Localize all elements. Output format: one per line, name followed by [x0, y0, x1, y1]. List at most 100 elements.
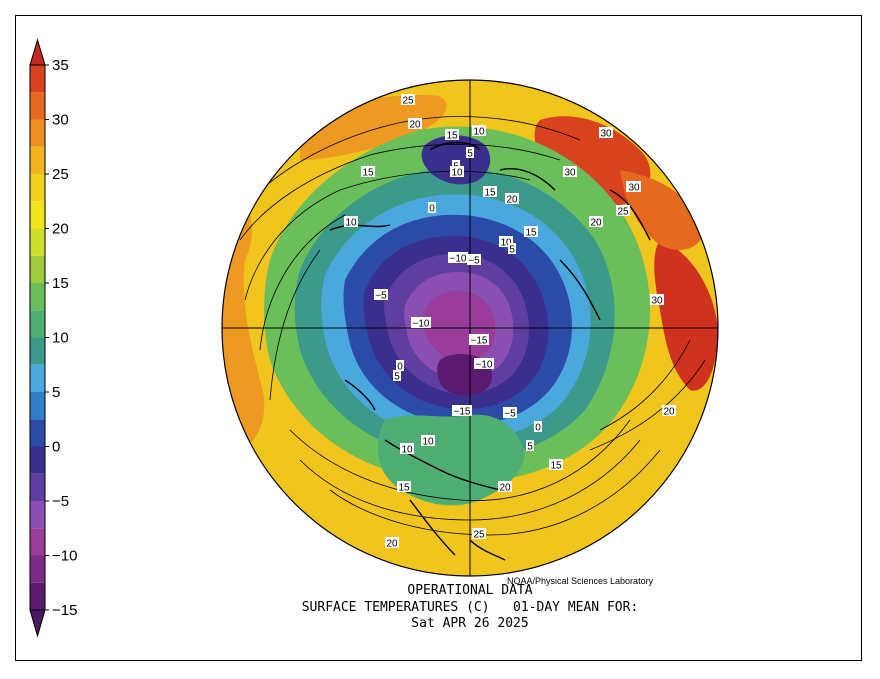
colorbar-tick-label: 5 — [52, 384, 60, 401]
contour-label: 30 — [651, 296, 663, 307]
contour-label-background — [474, 358, 494, 369]
globe-outline — [221, 79, 719, 577]
colorbar-band — [30, 310, 45, 338]
colorbar-band — [30, 119, 45, 147]
colorbar-band — [30, 446, 45, 474]
colorbar-band — [30, 337, 45, 365]
region-red-arabia — [620, 170, 705, 250]
colorbar-tick-label: 25 — [52, 166, 69, 183]
colorbar-tick-label: −10 — [52, 548, 77, 565]
contour-label: 15 — [362, 168, 374, 179]
contour-label-background — [526, 440, 534, 451]
contour-label-background — [374, 289, 388, 300]
contour-label-background — [650, 294, 664, 305]
contour-label-background — [393, 370, 401, 381]
isotherm-lines — [239, 116, 706, 536]
colorbar-tick-label: 35 — [52, 57, 69, 74]
contour-label: 5 — [394, 372, 400, 383]
contour-label: 10 — [500, 238, 512, 249]
contour-label-background — [616, 205, 630, 216]
contour-label: 15 — [484, 188, 496, 199]
colorbar-band — [30, 501, 45, 529]
contour-label-background — [411, 317, 431, 328]
contour-label: −5 — [375, 291, 387, 302]
colorbar-ticks: 35 30 25 20 15 10 5 0 −5 −10 −15 — [45, 57, 77, 619]
colorbar-band — [30, 555, 45, 583]
contour-label: 20 — [506, 195, 518, 206]
colorbar-tick-label: 10 — [52, 330, 69, 347]
contour-label: 20 — [663, 407, 675, 418]
colorbar-band — [30, 283, 45, 311]
contour-label-background — [450, 166, 464, 177]
contour-label: 15 — [398, 483, 410, 494]
contour-label-background — [452, 160, 460, 171]
contour-label-background — [498, 481, 512, 492]
contour-label-background — [524, 226, 538, 237]
contour-label: 10 — [345, 218, 357, 229]
contour-label: 10 — [401, 445, 413, 456]
contour-label-background — [505, 193, 519, 204]
contour-label: −15 — [471, 336, 488, 347]
contour-label: −5 — [468, 256, 480, 267]
title-line-2: SURFACE TEMPERATURES (C) 01-DAY MEAN FOR… — [301, 600, 639, 615]
contour-label: 5 — [527, 442, 533, 453]
contour-label: 15 — [550, 461, 562, 472]
colorbar-band — [30, 473, 45, 501]
colorbar-band — [30, 582, 45, 610]
contour-label-background — [599, 127, 613, 138]
colorbar: 35 30 25 20 15 10 5 0 −5 −10 −15 — [29, 38, 77, 638]
contour-label-background — [467, 254, 481, 265]
colorbar-tick-label: 0 — [52, 439, 60, 456]
contour-label-background — [452, 405, 472, 416]
contour-label-background — [469, 334, 489, 345]
contour-label-background — [472, 125, 486, 136]
contour-label: 10 — [473, 127, 485, 138]
contour-label: 25 — [617, 207, 629, 218]
contour-label: −10 — [413, 319, 430, 330]
contour-label: 30 — [600, 129, 612, 140]
contour-label: 15 — [525, 228, 537, 239]
contour-label: 30 — [564, 168, 576, 179]
contour-label-background — [549, 459, 563, 470]
contour-label: 0 — [429, 204, 435, 215]
contour-label-background — [534, 421, 542, 432]
credit-label: NOAA/Physical Sciences Laboratory — [507, 576, 654, 586]
contour-label-background — [401, 94, 415, 105]
contour-label-background — [508, 243, 516, 254]
contour-label-background — [499, 236, 513, 247]
contour-label-background — [503, 407, 517, 418]
contour-label-background — [428, 202, 436, 213]
contour-label-background — [408, 118, 422, 129]
contour-label: −5 — [504, 409, 516, 420]
contour-label: 20 — [590, 218, 602, 229]
contour-label: 30 — [628, 183, 640, 194]
contour-label: 0 — [535, 423, 541, 434]
contour-label-background — [361, 166, 375, 177]
title-line-3: Sat APR 26 2025 — [411, 616, 529, 631]
coastline-hints — [329, 141, 651, 561]
colorbar-tick-label: 15 — [52, 275, 69, 292]
contour-label: −10 — [476, 360, 493, 371]
contour-label: 20 — [409, 120, 421, 131]
contour-label-background — [472, 528, 486, 539]
contour-label-background — [483, 186, 497, 197]
colorbar-band — [30, 364, 45, 392]
contour-label-background — [466, 147, 474, 158]
contour-label-background — [445, 129, 459, 140]
contour-label-background — [400, 443, 414, 454]
contour-label-background — [385, 537, 399, 548]
polar-map: 252015101551050303025203025201510515−10−… — [221, 79, 719, 577]
colorbar-band — [30, 255, 45, 283]
region-north-america — [378, 414, 525, 506]
figure-frame — [15, 15, 862, 661]
contour-label: 25 — [402, 96, 414, 107]
colorbar-tick-label: −5 — [52, 493, 69, 510]
colorbar-top-arrow — [29, 38, 46, 66]
colorbar-tick-label: −15 — [52, 602, 77, 619]
contour-label-background — [627, 181, 641, 192]
contour-label: 10 — [451, 168, 463, 179]
colorbar-band — [30, 228, 45, 256]
contour-label-background — [589, 216, 603, 227]
colorbar-band — [30, 146, 45, 174]
contour-label-background — [344, 216, 358, 227]
